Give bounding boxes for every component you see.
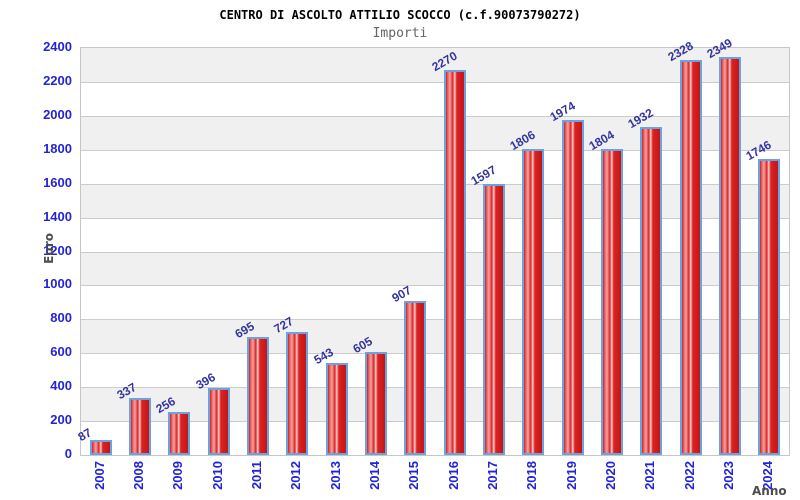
bar (561, 120, 584, 455)
plot-band (81, 183, 789, 218)
y-tick-label: 1800 (43, 140, 72, 156)
grid-line (81, 115, 789, 117)
bar (168, 411, 191, 455)
x-tick-label: 2023 (721, 461, 736, 490)
plot-area: 87 337 256 396 695 727 543 605 907 2270 1597 1806 19… (75, 35, 790, 456)
grid-line (81, 81, 789, 83)
bar (365, 352, 387, 455)
bar (286, 331, 309, 455)
grid-line (81, 183, 789, 185)
grid-line (81, 285, 789, 287)
grid-line (81, 251, 789, 253)
bar (679, 60, 702, 455)
chart-title: CENTRO DI ASCOLTO ATTILIO SCOCCO (c.f.90… (219, 8, 581, 22)
y-tick-label: 800 (50, 310, 72, 326)
chart-subtitle: Importi (372, 26, 428, 41)
grid-line (81, 319, 789, 321)
x-tick-label: 2018 (524, 461, 540, 490)
x-tick-label: 2011 (249, 461, 264, 490)
y-tick-label: 400 (50, 378, 72, 394)
x-tick-label: 2022 (681, 461, 697, 490)
x-tick-label: 2017 (485, 461, 500, 490)
x-tick-label: 2012 (288, 461, 304, 490)
plot-band (81, 48, 789, 82)
x-tick-label: 2008 (131, 461, 146, 490)
x-tick-label: 2007 (91, 461, 107, 490)
grid-line (81, 421, 789, 423)
y-tick-label: 1000 (43, 276, 72, 292)
bar (719, 56, 741, 455)
x-tick-label: 2015 (406, 461, 422, 490)
x-tick-label: 2021 (642, 461, 658, 490)
y-tick-label: 0 (64, 446, 72, 461)
bar (483, 184, 505, 455)
bar (601, 149, 623, 455)
bar (522, 148, 545, 455)
x-tick-label: 2009 (170, 461, 186, 490)
bar (758, 158, 781, 455)
bar (129, 397, 151, 455)
plot-band (81, 319, 789, 354)
y-tick-label: 2200 (43, 72, 72, 88)
plot-band (81, 387, 789, 422)
x-tick-label: 2016 (445, 461, 461, 490)
y-tick-label: 2400 (43, 39, 72, 54)
y-tick-label: 1400 (43, 208, 72, 224)
bar (404, 301, 427, 455)
bar (443, 70, 466, 455)
plot-band (81, 115, 789, 150)
bar (325, 362, 348, 455)
y-tick-label: 600 (50, 344, 72, 360)
y-tick-label: 1200 (43, 242, 72, 258)
bar (89, 440, 112, 455)
x-tick-label: 2014 (367, 461, 382, 490)
grid-line (81, 217, 789, 219)
x-tick-label: 2020 (603, 461, 618, 490)
x-tick-label: 2019 (563, 461, 579, 490)
x-axis-label: Anno (752, 484, 787, 498)
bar (247, 337, 269, 455)
x-tick-label: 2013 (327, 461, 343, 490)
y-axis-label: Euro (42, 233, 56, 264)
grid-line (81, 387, 789, 389)
x-tick-label: 2010 (209, 461, 225, 490)
grid-line (81, 149, 789, 151)
y-tick-label: 1600 (43, 174, 72, 190)
bar (207, 387, 230, 455)
plot-band (81, 251, 789, 286)
y-tick-label: 2000 (43, 106, 72, 122)
grid-line (81, 353, 789, 355)
y-tick-label: 200 (50, 412, 72, 428)
bar (640, 127, 663, 455)
